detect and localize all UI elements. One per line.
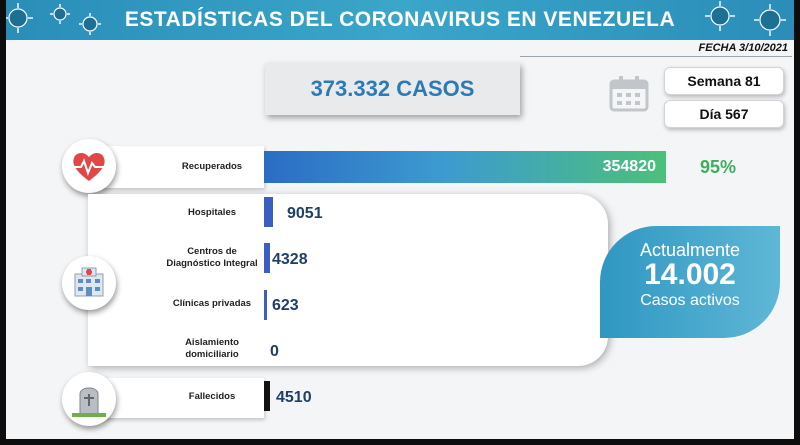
recovered-label: Recuperados [181, 161, 243, 172]
hospital-icon-circle [62, 256, 116, 310]
header-banner: ESTADÍSTICAS DEL CORONAVIRUS EN VENEZUEL… [0, 0, 800, 40]
hospitals-label: Hospitales [187, 207, 237, 218]
hospital-icon [74, 267, 104, 297]
week-badge: Semana 81 [664, 67, 784, 95]
divider [520, 56, 792, 57]
recovered-icon-circle [62, 139, 116, 193]
deaths-label: Fallecidos [188, 391, 236, 402]
recovered-row [88, 146, 264, 188]
day-badge: Día 567 [664, 100, 784, 128]
cdi-value: 4328 [272, 251, 308, 268]
recovered-percent: 95% [700, 157, 737, 177]
active-cases-label: Casos activos [640, 292, 740, 309]
recovered-bar [264, 151, 666, 183]
clinics-bar [264, 290, 267, 320]
total-cases-box: 373.332 CASOS [265, 63, 520, 115]
cdi-label: Centros de Diagnóstico Integral [166, 246, 258, 269]
report-date: FECHA 3/10/2021 [698, 42, 788, 54]
deaths-icon-circle [62, 372, 116, 426]
hospitals-value: 9051 [287, 205, 323, 222]
virus-icon [3, 3, 101, 35]
tombstone-icon [72, 387, 106, 417]
deaths-row [88, 378, 264, 418]
clinics-value: 623 [272, 297, 299, 314]
deaths-bar [264, 381, 270, 411]
home-isolation-label: Aislamiento domiciliario [185, 337, 239, 360]
cdi-bar [264, 243, 270, 273]
calendar-icon [609, 76, 649, 112]
hospitalized-panel [88, 194, 608, 366]
home-isolation-value: 0 [270, 343, 279, 360]
recovered-value: 354820 [602, 158, 656, 175]
heart-pulse-icon [72, 152, 106, 181]
active-cases-value: 14.002 [644, 258, 736, 291]
active-cases-card: Actualmente 14.002 Casos activos [600, 226, 780, 338]
hospitals-bar [264, 197, 273, 227]
clinics-label: Clínicas privadas [172, 298, 252, 309]
deaths-value: 4510 [276, 389, 312, 406]
page-title: ESTADÍSTICAS DEL CORONAVIRUS EN VENEZUEL… [124, 8, 676, 31]
total-cases-value: 373.332 CASOS [310, 76, 475, 101]
virus-icon [705, 1, 786, 36]
active-cases-caption: Actualmente [639, 240, 741, 260]
